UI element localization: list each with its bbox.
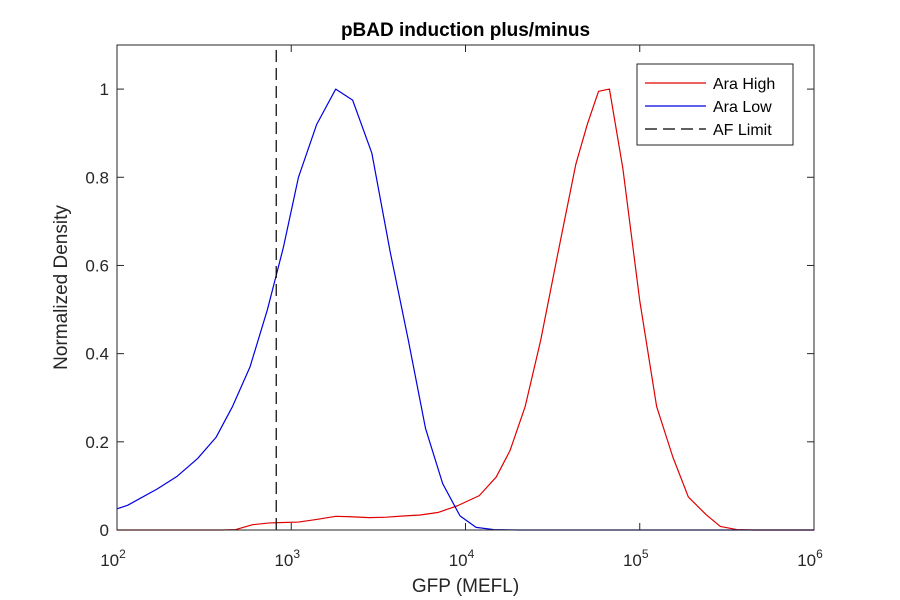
series-line-ara-high <box>117 88 814 531</box>
y-tick-label: 0.2 <box>85 433 109 452</box>
y-tick-label: 0.6 <box>85 256 109 275</box>
legend-box <box>636 63 794 146</box>
series-line-ara-low <box>116 88 814 531</box>
legend-label-ara-low: Ara Low <box>713 99 772 116</box>
y-axis-label: Normalized Density <box>51 205 72 370</box>
legend-label-ara-high: Ara High <box>713 76 775 93</box>
chart-title: pBAD induction plus/minus <box>341 20 590 41</box>
ticks-layer: 102 103 104 105 106 0 0.2 0.4 0.6 0.8 1 <box>85 45 823 570</box>
y-tick-label: 0.8 <box>85 168 109 187</box>
legend-label-af-limit: AF Limit <box>713 122 772 139</box>
x-tick-label: 106 <box>797 547 823 570</box>
legend: Ara High Ara Low AF Limit <box>636 63 794 146</box>
series-layer <box>116 45 814 531</box>
x-tick-label: 104 <box>449 547 475 570</box>
y-tick-label: 0 <box>100 521 109 540</box>
x-tick-label: 103 <box>274 547 300 570</box>
x-axis-label: GFP (MEFL) <box>412 576 519 597</box>
y-tick-label: 0.4 <box>85 345 109 364</box>
x-tick-label: 102 <box>100 547 126 570</box>
y-tick-label: 1 <box>100 80 109 99</box>
x-tick-label: 105 <box>623 547 649 570</box>
